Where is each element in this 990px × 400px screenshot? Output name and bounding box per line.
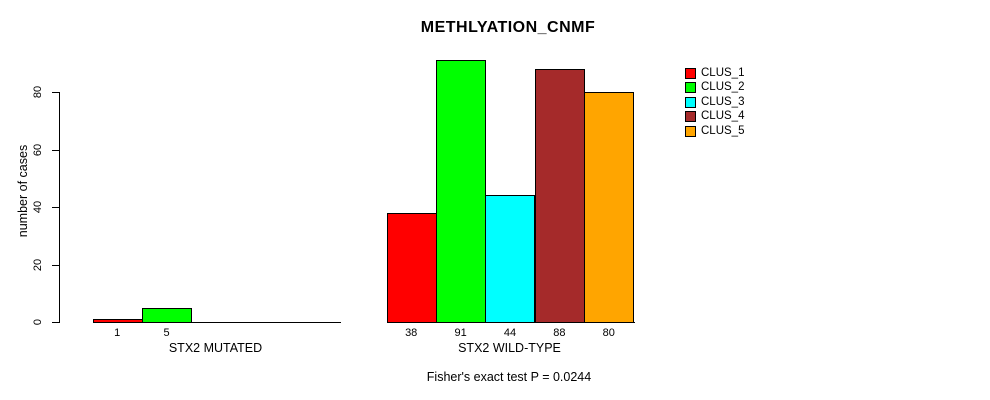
y-tick bbox=[52, 92, 59, 93]
legend-item: CLUS_4 bbox=[685, 110, 744, 125]
legend-label: CLUS_5 bbox=[701, 124, 745, 137]
y-tick bbox=[52, 264, 59, 266]
bar-clus-2 bbox=[435, 60, 486, 323]
y-tick bbox=[52, 322, 59, 323]
bar-value-label: 1 bbox=[114, 327, 121, 339]
legend-item: CLUS_2 bbox=[685, 81, 744, 96]
bar-value-label: 91 bbox=[454, 327, 467, 339]
legend-swatch-clus-2 bbox=[685, 82, 696, 94]
bar-clus-2 bbox=[141, 308, 192, 323]
y-tick bbox=[52, 149, 59, 151]
bar-clus-1 bbox=[386, 213, 437, 323]
bar-clus-4 bbox=[534, 69, 585, 323]
bar-value-label: 38 bbox=[405, 327, 418, 339]
bar-value-label: 5 bbox=[163, 327, 170, 339]
bar-clus-5 bbox=[584, 92, 635, 323]
legend-swatch-clus-4 bbox=[685, 111, 696, 123]
x-baseline bbox=[92, 322, 341, 323]
y-tick-label: 0 bbox=[32, 318, 44, 326]
y-axis-label: number of cases bbox=[16, 144, 30, 238]
legend-item: CLUS_3 bbox=[685, 95, 744, 110]
chart-title: METHLYATION_CNMF bbox=[420, 19, 596, 36]
bar-value-label: 88 bbox=[553, 327, 566, 339]
bar-clus-3 bbox=[485, 195, 536, 323]
y-tick-label: 20 bbox=[32, 258, 44, 271]
legend-item: CLUS_5 bbox=[685, 124, 744, 139]
y-tick-label: 80 bbox=[32, 85, 44, 99]
group-label-wild-type: STX2 WILD-TYPE bbox=[458, 341, 561, 355]
y-tick-label: 40 bbox=[32, 200, 44, 214]
legend-item: CLUS_1 bbox=[685, 66, 744, 81]
y-tick bbox=[52, 207, 59, 208]
bar-value-label: 80 bbox=[602, 327, 615, 339]
y-tick-label: 60 bbox=[32, 143, 44, 156]
group-label-mutated: STX2 MUTATED bbox=[168, 341, 263, 355]
legend-swatch-clus-3 bbox=[685, 96, 696, 108]
bar-value-label: 44 bbox=[503, 327, 517, 339]
legend-label: CLUS_2 bbox=[701, 81, 745, 94]
legend-swatch-clus-1 bbox=[685, 67, 696, 79]
legend-swatch-clus-5 bbox=[685, 125, 696, 137]
fishers-test-subtitle: Fisher's exact test P = 0.0244 bbox=[426, 370, 592, 384]
legend-label: CLUS_4 bbox=[701, 110, 745, 123]
legend: CLUS_1 CLUS_2 CLUS_3 CLUS_4 CLUS_5 bbox=[685, 66, 744, 139]
y-axis-line bbox=[59, 92, 60, 323]
bar-clus-1 bbox=[92, 319, 143, 323]
legend-label: CLUS_1 bbox=[701, 66, 745, 79]
legend-label: CLUS_3 bbox=[701, 95, 745, 108]
